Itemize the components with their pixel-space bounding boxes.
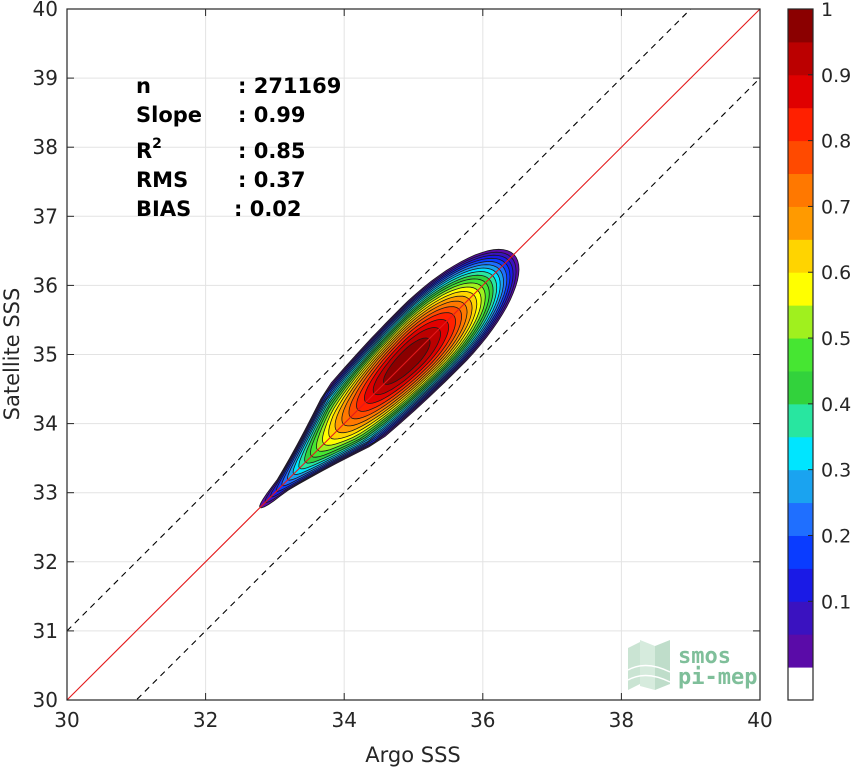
- y-tick-label: 36: [33, 273, 58, 297]
- x-tick-label: 40: [747, 708, 772, 732]
- colorbar-swatch: [788, 140, 813, 175]
- x-tick-label: 38: [609, 708, 634, 732]
- y-tick-label: 32: [33, 550, 58, 574]
- y-tick-label: 31: [33, 619, 58, 643]
- colorbar-swatch: [788, 107, 813, 142]
- y-axis-label: Satellite SSS: [0, 288, 24, 421]
- reference-line-upper: [67, 9, 692, 632]
- y-tick-label: 40: [33, 0, 58, 21]
- colorbar: [788, 9, 813, 701]
- logo-text-line1: smos: [678, 644, 731, 669]
- stat-rms-label: RMS: [136, 168, 188, 192]
- stat-slope-label: Slope: [136, 103, 202, 127]
- colorbar-swatch: [788, 502, 813, 536]
- x-tick-label: 34: [331, 708, 356, 732]
- colorbar-swatch: [788, 535, 813, 569]
- colorbar-tick-label: 0.4: [821, 394, 851, 416]
- x-tick-label: 32: [193, 708, 218, 732]
- y-tick-label: 30: [33, 688, 58, 712]
- x-axis-label: Argo SSS: [365, 743, 460, 767]
- colorbar-tick-label: 0.3: [821, 460, 851, 482]
- colorbar-swatch: [788, 601, 813, 635]
- x-tick-label: 36: [470, 708, 495, 732]
- colorbar-swatch: [788, 403, 813, 438]
- colorbar-swatch: [788, 272, 813, 306]
- colorbar-swatch: [788, 667, 813, 701]
- stat-r2-label: R2: [136, 136, 162, 163]
- stat-slope-value: : 0.99: [238, 103, 306, 127]
- y-tick-label: 34: [33, 412, 58, 436]
- reference-line-identity: [67, 9, 760, 700]
- y-tick-label: 35: [33, 343, 58, 367]
- y-tick-label: 39: [33, 66, 58, 90]
- stat-bias-value: : 0.02: [234, 197, 302, 221]
- colorbar-frame: [787, 8, 814, 701]
- y-axis-ticks: 30 31 32 33 34 35 36 37 38 39 40: [33, 0, 760, 712]
- x-tick-label: 30: [54, 708, 79, 732]
- colorbar-swatch: [788, 74, 813, 109]
- y-tick-label: 33: [33, 481, 58, 505]
- stats-box: n : 271169 Slope : 0.99 R2 : 0.85 RMS : …: [136, 74, 341, 221]
- colorbar-tick-label: 0.6: [821, 262, 851, 284]
- colorbar-tick-label: 0.1: [821, 591, 851, 613]
- smos-pimep-logo: smos pi-mep: [627, 640, 757, 690]
- colorbar-swatch: [788, 338, 813, 372]
- stat-n-value: : 271169: [238, 74, 341, 98]
- colorbar-swatch: [788, 568, 813, 602]
- x-axis-ticks: 30 32 34 36 38 40: [54, 9, 773, 732]
- colorbar-swatch: [788, 41, 813, 76]
- colorbar-swatch: [788, 305, 813, 339]
- colorbar-tick-label: 0.7: [821, 196, 851, 218]
- colorbar-swatch: [788, 634, 813, 668]
- colorbar-swatch: [788, 370, 813, 405]
- reference-lines: [67, 9, 760, 700]
- colorbar-swatch: [788, 173, 813, 207]
- stat-n-label: n: [136, 74, 151, 98]
- stat-bias-label: BIAS: [136, 197, 191, 221]
- colorbar-tick-label: 0.8: [821, 131, 851, 153]
- colorbar-tick-label: 1: [821, 0, 833, 21]
- logo-mark-icon: [627, 640, 671, 690]
- colorbar-tick-label: 0.5: [821, 328, 851, 350]
- colorbar-swatch: [788, 469, 813, 504]
- colorbar-tick-label: 0.2: [821, 525, 851, 547]
- stat-r2-value: : 0.85: [238, 139, 306, 163]
- reference-line-lower: [135, 77, 760, 700]
- colorbar-ticks: 0.1 0.2 0.3 0.4 0.5 0.6 0.7 0.8 0.9 1: [808, 0, 851, 613]
- colorbar-swatch: [788, 206, 813, 240]
- y-tick-label: 38: [33, 135, 58, 159]
- stat-r2-superscript: 2: [152, 136, 162, 152]
- colorbar-swatch: [788, 9, 813, 43]
- stat-rms-value: : 0.37: [238, 168, 306, 192]
- y-tick-label: 37: [33, 204, 58, 228]
- stat-r2-base: R: [136, 139, 152, 163]
- colorbar-tick-label: 0.9: [821, 65, 851, 87]
- logo-text-line2: pi-mep: [678, 665, 757, 690]
- colorbar-swatch: [788, 239, 813, 273]
- colorbar-swatch: [788, 436, 813, 471]
